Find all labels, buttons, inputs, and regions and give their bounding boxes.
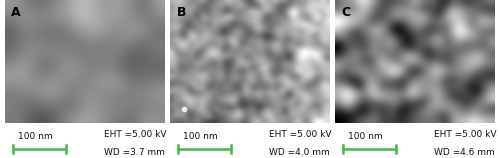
Text: EHT =5.00 kV: EHT =5.00 kV xyxy=(434,130,496,139)
Text: 100 nm: 100 nm xyxy=(183,132,218,141)
Text: EHT =5.00 kV: EHT =5.00 kV xyxy=(269,130,332,139)
Text: 100 nm: 100 nm xyxy=(348,132,382,141)
Text: WD =3.7 mm: WD =3.7 mm xyxy=(104,148,165,157)
Text: B: B xyxy=(176,6,186,19)
Text: WD =4.0 mm: WD =4.0 mm xyxy=(269,148,330,157)
Text: EHT =5.00 kV: EHT =5.00 kV xyxy=(104,130,166,139)
Text: C: C xyxy=(342,6,350,19)
Text: WD =4.6 mm: WD =4.6 mm xyxy=(434,148,495,157)
Text: A: A xyxy=(12,6,21,19)
Text: 100 nm: 100 nm xyxy=(18,132,52,141)
